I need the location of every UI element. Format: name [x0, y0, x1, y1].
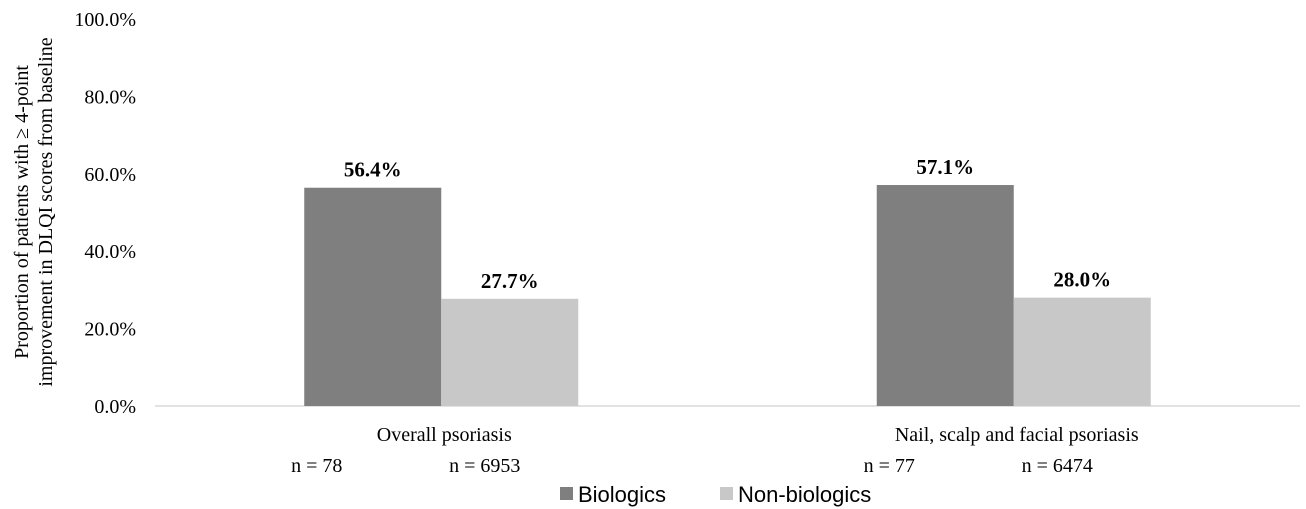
y-tick-label: 80.0% [84, 86, 136, 108]
legend-swatch [560, 487, 573, 500]
category-label: Nail, scalp and facial psoriasis [895, 424, 1139, 446]
sample-size-label: n = 6474 [1022, 455, 1093, 477]
bar [876, 185, 1014, 406]
bar [441, 298, 579, 406]
bar [1013, 297, 1151, 406]
y-axis-label-line-1: Proportion of patients with ≥ 4-point [11, 65, 33, 359]
y-tick-label: 20.0% [84, 319, 136, 341]
data-label: 57.1% [916, 155, 974, 179]
category-label: Overall psoriasis [377, 424, 512, 446]
legend-label: Biologics [578, 482, 666, 507]
y-axis-ticks: 0.0% 20.0% 40.0% 60.0% 80.0% 100.0% [74, 9, 136, 418]
legend: Biologics Non-biologics [560, 482, 871, 507]
data-label: 56.4% [344, 158, 402, 182]
sample-size-label: n = 78 [291, 455, 342, 477]
sample-size-label: n = 77 [864, 455, 915, 477]
data-label: 28.0% [1053, 268, 1111, 292]
category-labels: n = 78 n = 6953 Overall psoriasis n = 77 n =… [291, 424, 1139, 477]
bar [304, 187, 442, 406]
y-tick-label: 40.0% [84, 241, 136, 263]
y-axis-label: Proportion of patients with ≥ 4-point im… [11, 37, 57, 386]
y-tick-label: 0.0% [94, 396, 136, 418]
y-axis-label-line-2: improvement in DLQI scores from baseline [35, 37, 57, 386]
bars [304, 185, 1151, 406]
data-labels: 56.4% 27.7% 57.1% 28.0% [344, 155, 1111, 293]
legend-swatch [720, 487, 733, 500]
sample-size-label: n = 6953 [449, 455, 520, 477]
y-tick-label: 100.0% [74, 9, 136, 31]
y-tick-label: 60.0% [84, 164, 136, 186]
legend-label: Non-biologics [738, 482, 871, 507]
data-label: 27.7% [481, 269, 539, 293]
